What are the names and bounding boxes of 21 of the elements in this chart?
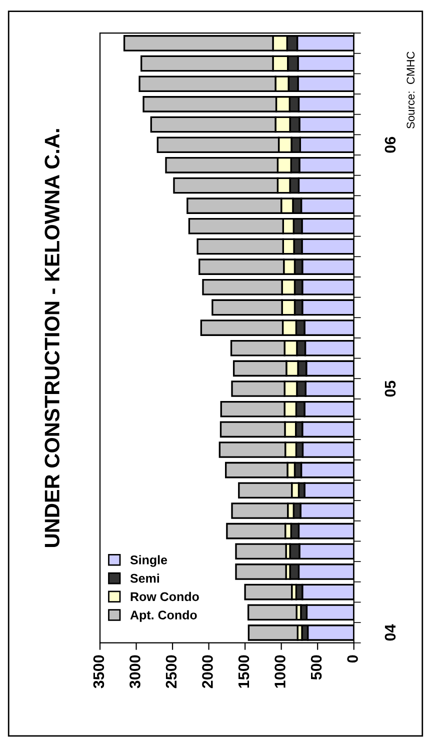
bar (247, 604, 298, 621)
x-tick-label: 2500 (166, 655, 177, 688)
x-tick-label: 1000 (274, 655, 286, 688)
legend-label: Row Condo (130, 592, 199, 602)
legend-label: Semi (130, 574, 159, 583)
x-tick-label: 500 (310, 655, 322, 680)
legend-label: Apt. Condo (130, 610, 197, 622)
x-tick-label: 1500 (238, 655, 250, 688)
y-tick-label: 04 (384, 624, 396, 641)
x-tick-label: 3000 (130, 655, 140, 688)
legend-label: Single (130, 555, 168, 567)
x-tick-label: 0 (347, 655, 358, 663)
y-tick-label: 05 (384, 380, 396, 397)
bar (235, 564, 287, 580)
text: UNDER CONSTRUCTION - KELOWNA C.A. (44, 129, 60, 547)
x-tick-label: 2000 (202, 655, 213, 688)
bar (244, 584, 293, 600)
source-note: Source: CMHC (406, 52, 415, 129)
y-tick-label: 06 (384, 136, 396, 153)
bar (235, 543, 287, 560)
x-tick-label: 3500 (93, 655, 104, 688)
